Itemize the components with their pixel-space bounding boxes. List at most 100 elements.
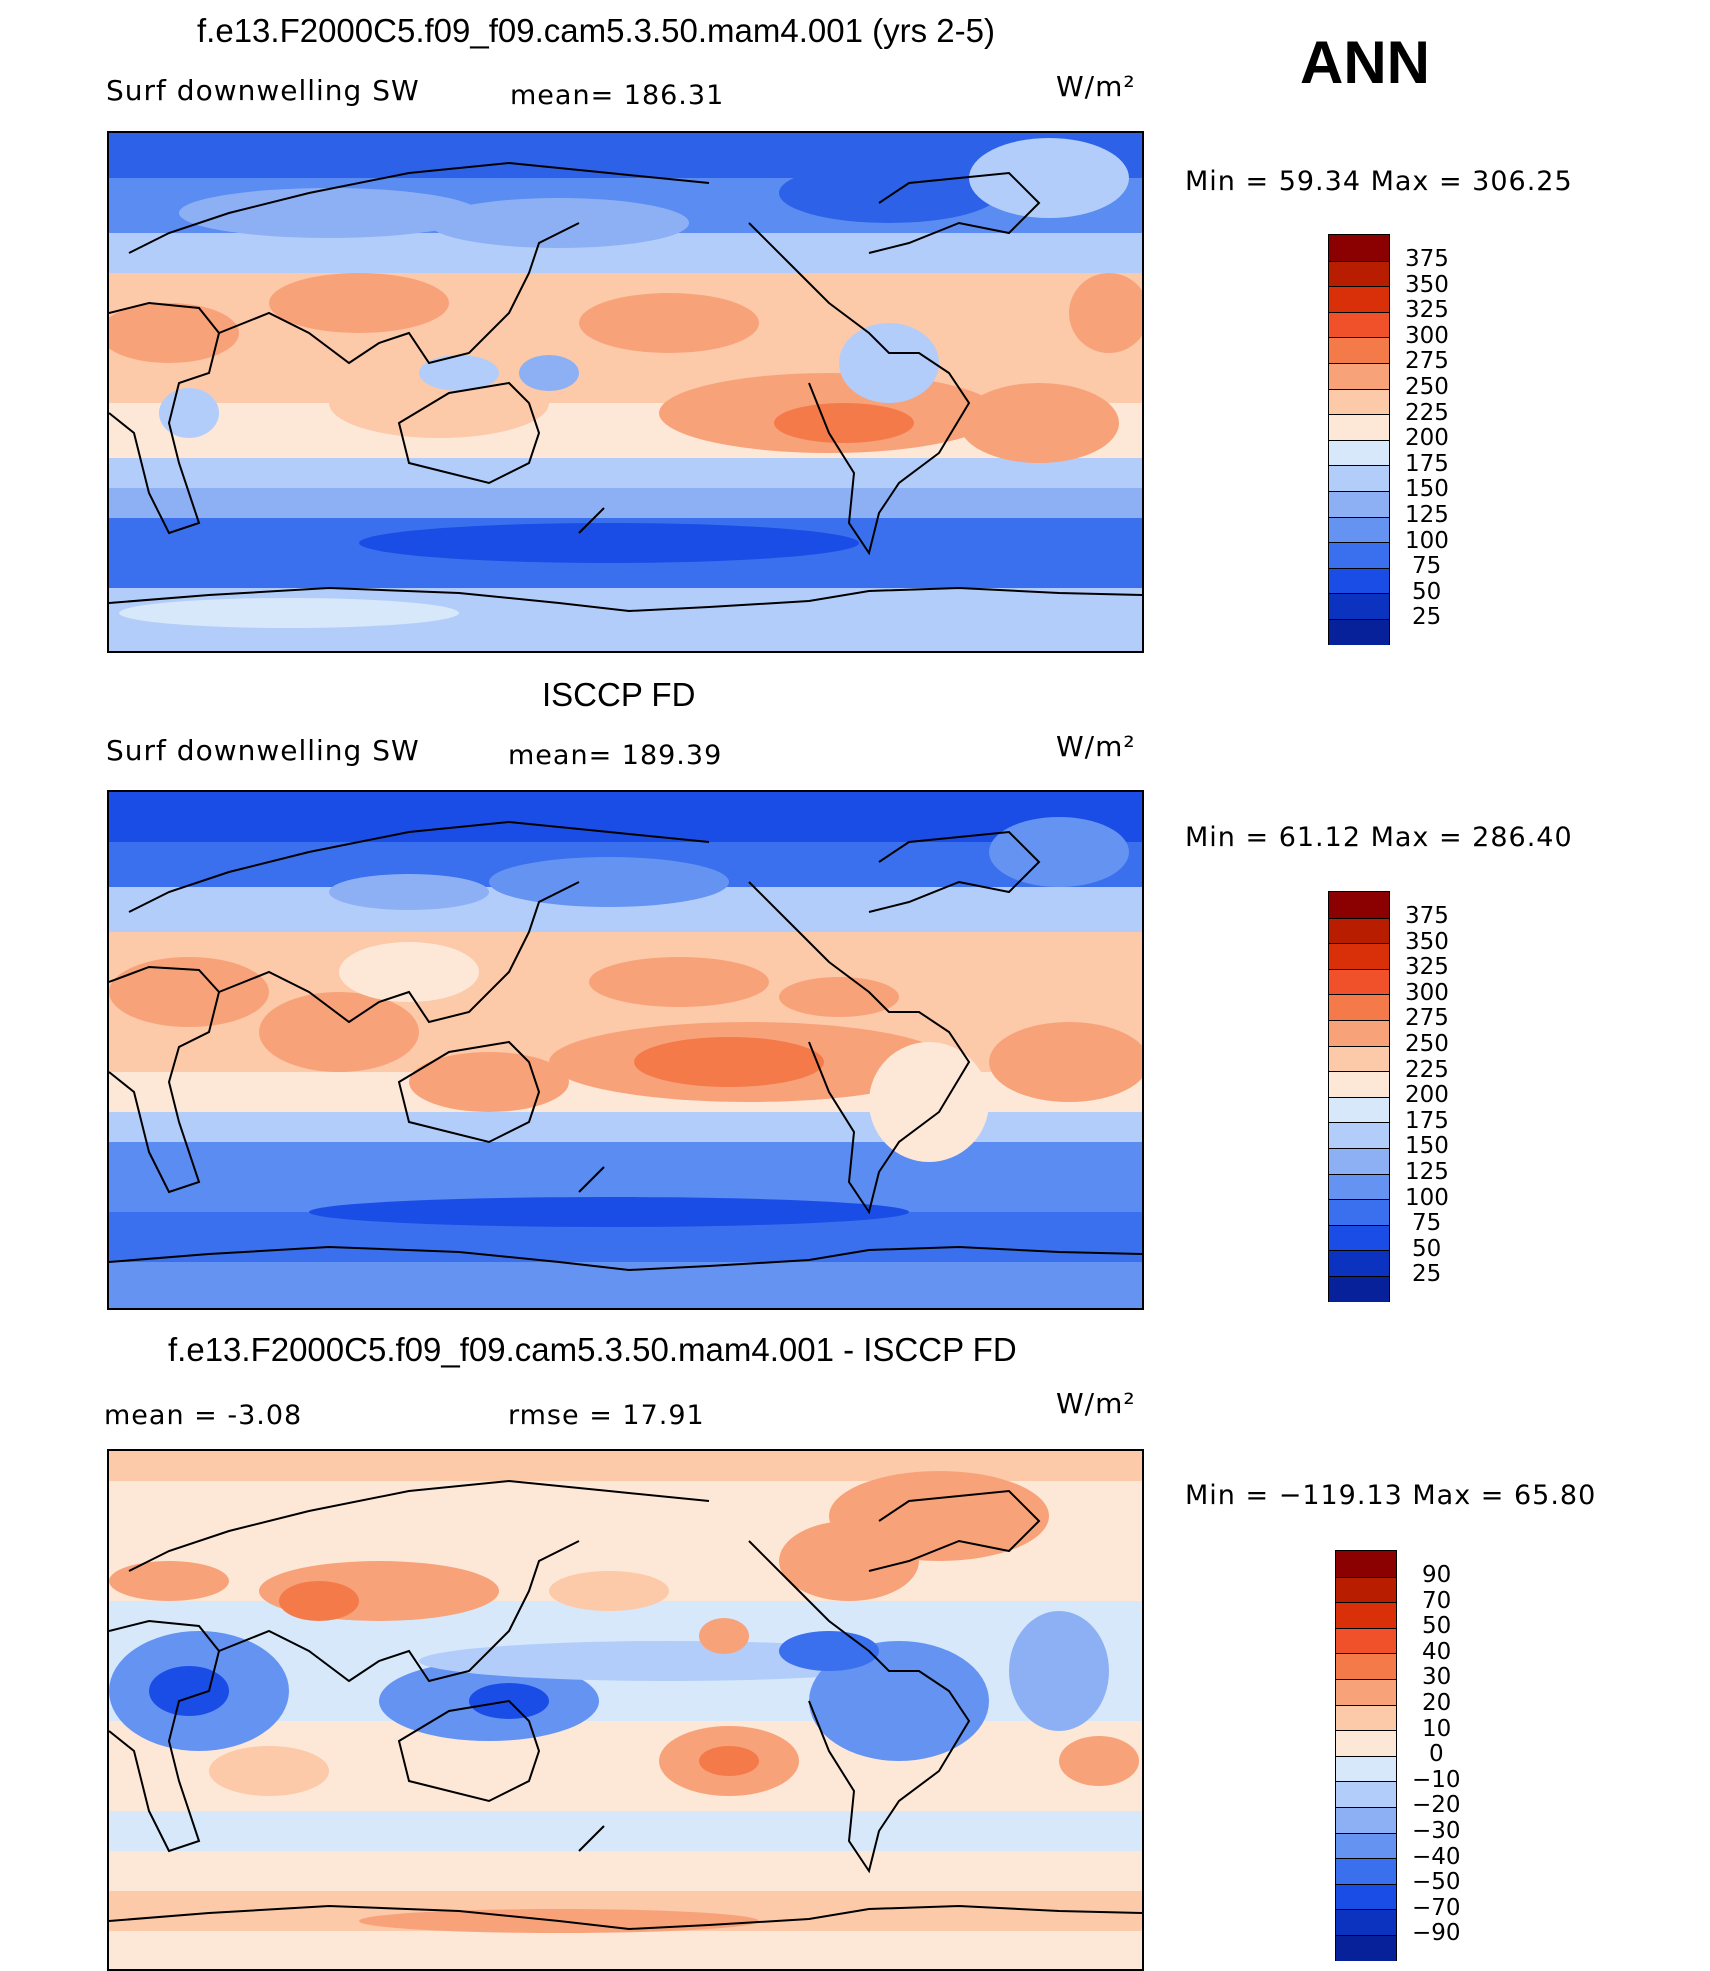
panel-3-map-field bbox=[109, 1451, 1142, 1969]
colorbar-swatch bbox=[1329, 516, 1389, 543]
colorbar-tick-label: 25 bbox=[1412, 604, 1442, 630]
colorbar-swatch bbox=[1336, 1883, 1396, 1910]
panel-1-mean-label: mean= 186.31 bbox=[510, 80, 725, 111]
panel-1-map-field bbox=[109, 133, 1142, 651]
colorbar-swatch bbox=[1329, 542, 1389, 569]
colorbar-tick-label: 150 bbox=[1405, 476, 1449, 502]
colorbar-swatch bbox=[1336, 1807, 1396, 1833]
colorbar-swatch bbox=[1329, 1045, 1389, 1072]
panel-1-minmax: Min = 59.34 Max = 306.25 bbox=[1185, 166, 1573, 197]
colorbar-swatch bbox=[1329, 1224, 1389, 1251]
colorbar-tick-label: −70 bbox=[1412, 1895, 1461, 1921]
colorbar-swatch bbox=[1329, 260, 1389, 287]
panel-3-minmax: Min = −119.13 Max = 65.80 bbox=[1185, 1480, 1597, 1511]
colorbar-swatch bbox=[1329, 1071, 1389, 1098]
panel-1-units: W/m² bbox=[1056, 70, 1136, 103]
colorbar-tick-label: 50 bbox=[1412, 579, 1442, 605]
panel-1-variable-label: Surf downwelling SW bbox=[106, 74, 420, 107]
panel-2-title: ISCCP FD bbox=[542, 676, 696, 713]
colorbar-swatch bbox=[1329, 388, 1389, 415]
panel-3-title: f.e13.F2000C5.f09_f09.cam5.3.50.mam4.001… bbox=[168, 1331, 1017, 1368]
colorbar-swatch bbox=[1329, 439, 1389, 466]
panel-2-units: W/m² bbox=[1056, 730, 1136, 763]
colorbar-tick-label: 250 bbox=[1405, 374, 1449, 400]
colorbar-tick-label: 0 bbox=[1429, 1741, 1444, 1767]
colorbar-tick-label: 40 bbox=[1422, 1639, 1452, 1665]
colorbar-swatch bbox=[1336, 1653, 1396, 1680]
colorbar-tick-label: 300 bbox=[1405, 323, 1449, 349]
colorbar-swatch bbox=[1329, 491, 1389, 517]
colorbar-swatch bbox=[1329, 1199, 1389, 1226]
colorbar-tick-label: 350 bbox=[1405, 272, 1449, 298]
colorbar-tick-label: −30 bbox=[1412, 1818, 1461, 1844]
colorbar-swatch bbox=[1329, 567, 1389, 594]
colorbar-tick-label: 50 bbox=[1412, 1236, 1442, 1262]
colorbar-swatch bbox=[1336, 1627, 1396, 1654]
colorbar-tick-label: 30 bbox=[1422, 1664, 1452, 1690]
panel-3-mean-label: mean = -3.08 bbox=[104, 1400, 303, 1431]
colorbar-tick-label: 375 bbox=[1405, 246, 1449, 272]
colorbar-swatch bbox=[1329, 1020, 1389, 1046]
colorbar-tick-label: 90 bbox=[1422, 1562, 1452, 1588]
colorbar-swatch bbox=[1329, 1276, 1389, 1302]
panel-2-variable-label: Surf downwelling SW bbox=[106, 734, 420, 767]
colorbar-tick-label: −40 bbox=[1412, 1844, 1461, 1870]
colorbar-tick-label: 125 bbox=[1405, 1159, 1449, 1185]
colorbar-swatch bbox=[1329, 619, 1389, 645]
panel-1-map bbox=[107, 131, 1144, 653]
colorbar-tick-label: 300 bbox=[1405, 980, 1449, 1006]
colorbar-tick-label: −20 bbox=[1412, 1792, 1461, 1818]
colorbar-swatch bbox=[1336, 1602, 1396, 1629]
panel-3-map bbox=[107, 1449, 1144, 1971]
colorbar-tick-label: 75 bbox=[1412, 1210, 1442, 1236]
colorbar-swatch bbox=[1336, 1704, 1396, 1731]
panel-2-map-field bbox=[109, 792, 1142, 1308]
panel-1-colorbar bbox=[1328, 234, 1390, 645]
colorbar-swatch bbox=[1329, 892, 1389, 918]
panel-2-colorbar bbox=[1328, 891, 1390, 1302]
colorbar-tick-label: 100 bbox=[1405, 1185, 1449, 1211]
colorbar-swatch bbox=[1336, 1781, 1396, 1808]
colorbar-swatch bbox=[1329, 1122, 1389, 1149]
colorbar-tick-label: 175 bbox=[1405, 451, 1449, 477]
panel-2-minmax: Min = 61.12 Max = 286.40 bbox=[1185, 822, 1573, 853]
colorbar-tick-label: 10 bbox=[1422, 1716, 1452, 1742]
colorbar-tick-label: 200 bbox=[1405, 425, 1449, 451]
colorbar-swatch bbox=[1329, 994, 1389, 1021]
colorbar-swatch bbox=[1336, 1935, 1396, 1961]
colorbar-tick-label: 275 bbox=[1405, 348, 1449, 374]
colorbar-swatch bbox=[1329, 1173, 1389, 1200]
colorbar-tick-label: 225 bbox=[1405, 400, 1449, 426]
colorbar-swatch bbox=[1329, 311, 1389, 338]
colorbar-tick-label: 225 bbox=[1405, 1057, 1449, 1083]
colorbar-swatch bbox=[1336, 1679, 1396, 1705]
colorbar-swatch bbox=[1329, 593, 1389, 620]
colorbar-tick-label: −90 bbox=[1412, 1920, 1461, 1946]
panel-2-map bbox=[107, 790, 1144, 1310]
colorbar-swatch bbox=[1329, 363, 1389, 389]
colorbar-swatch bbox=[1329, 286, 1389, 313]
colorbar-swatch bbox=[1329, 968, 1389, 995]
panel-2-mean-label: mean= 189.39 bbox=[508, 740, 723, 771]
panel-1-title: f.e13.F2000C5.f09_f09.cam5.3.50.mam4.001… bbox=[197, 12, 995, 49]
colorbar-tick-label: 250 bbox=[1405, 1031, 1449, 1057]
colorbar-tick-label: 20 bbox=[1422, 1690, 1452, 1716]
colorbar-tick-label: 275 bbox=[1405, 1005, 1449, 1031]
colorbar-swatch bbox=[1329, 1250, 1389, 1277]
colorbar-swatch bbox=[1329, 337, 1389, 364]
colorbar-tick-label: −50 bbox=[1412, 1869, 1461, 1895]
colorbar-tick-label: 100 bbox=[1405, 528, 1449, 554]
colorbar-tick-label: 75 bbox=[1412, 553, 1442, 579]
colorbar-tick-label: 70 bbox=[1422, 1588, 1452, 1614]
colorbar-swatch bbox=[1336, 1576, 1396, 1603]
colorbar-swatch bbox=[1329, 917, 1389, 944]
colorbar-swatch bbox=[1336, 1551, 1396, 1577]
colorbar-swatch bbox=[1336, 1909, 1396, 1936]
colorbar-swatch bbox=[1336, 1858, 1396, 1885]
colorbar-tick-label: 325 bbox=[1405, 954, 1449, 980]
panel-3-rmse-label: rmse = 17.91 bbox=[508, 1400, 705, 1431]
panel-3-colorbar bbox=[1335, 1550, 1397, 1961]
colorbar-swatch bbox=[1329, 414, 1389, 441]
panel-3-units: W/m² bbox=[1056, 1387, 1136, 1420]
colorbar-swatch bbox=[1336, 1755, 1396, 1782]
